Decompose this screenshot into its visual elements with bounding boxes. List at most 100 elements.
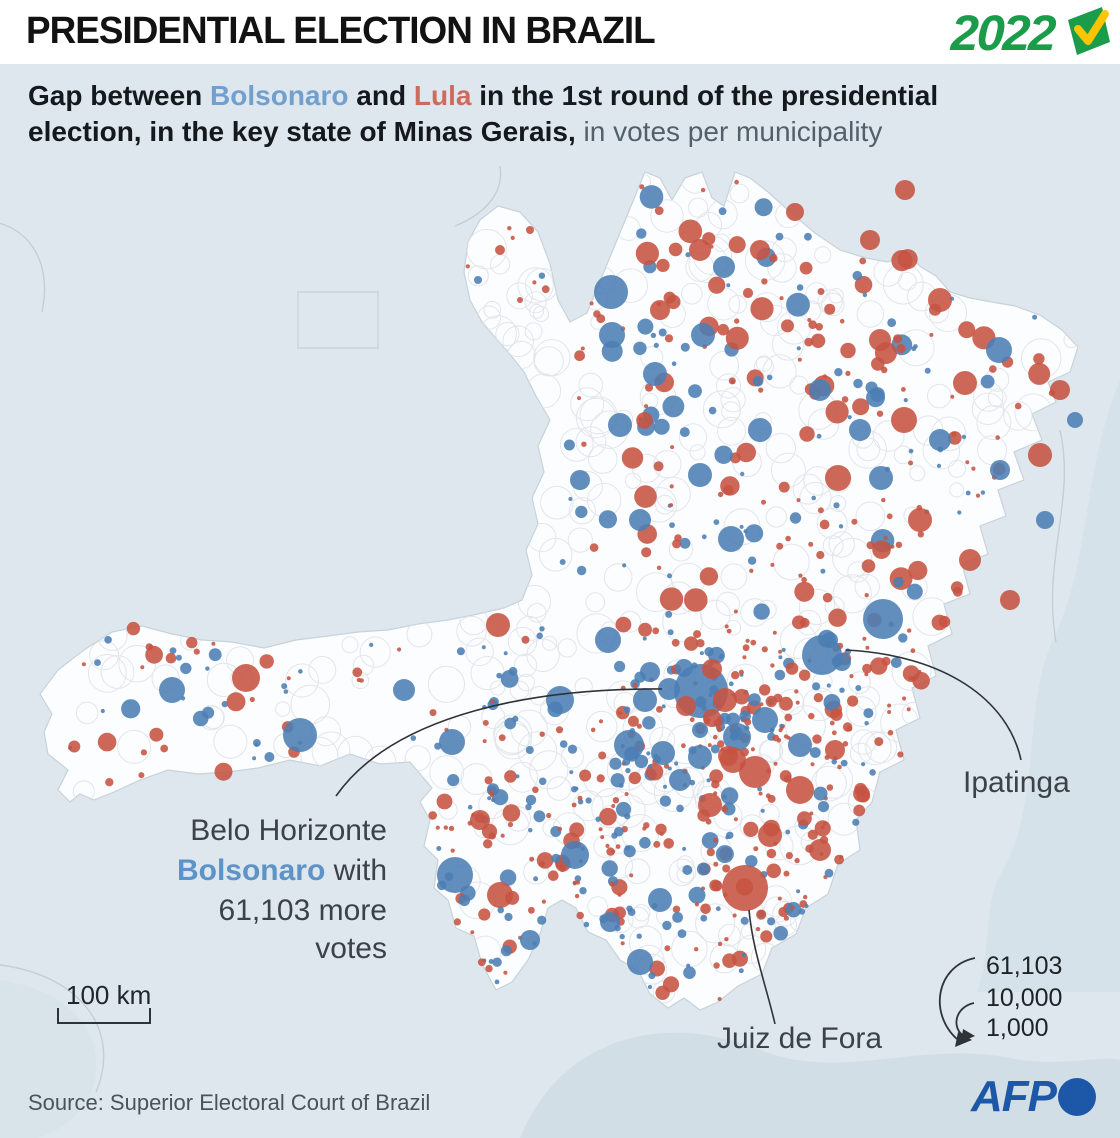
vote-gap-bubble — [720, 787, 739, 805]
municipality-border — [720, 387, 746, 413]
vote-gap-bubble — [298, 669, 303, 674]
municipality-border — [792, 473, 824, 505]
vote-gap-bubble — [214, 762, 233, 781]
vote-gap-bubble — [447, 774, 460, 787]
vote-gap-bubble — [486, 613, 510, 637]
municipality-border — [949, 482, 965, 498]
vote-gap-bubble — [833, 653, 851, 671]
vote-gap-bubble — [722, 802, 736, 816]
vote-gap-bubble — [675, 659, 693, 677]
vote-gap-bubble — [724, 937, 729, 942]
vote-gap-bubble — [642, 826, 647, 831]
vote-gap-bubble — [732, 913, 737, 918]
vote-gap-bubble — [778, 728, 783, 733]
vote-gap-bubble — [579, 887, 587, 895]
vote-gap-bubble — [568, 497, 573, 501]
vote-gap-bubble — [559, 559, 566, 565]
vote-gap-bubble — [1000, 590, 1020, 610]
vote-gap-bubble — [742, 655, 747, 660]
vote-gap-bubble — [682, 846, 687, 851]
municipality-border — [285, 663, 319, 698]
vote-gap-bubble — [700, 903, 711, 915]
municipality-border — [689, 444, 706, 461]
municipality-border — [75, 701, 99, 725]
vote-gap-bubble — [738, 669, 744, 675]
vote-gap-bubble — [283, 689, 289, 694]
vote-gap-bubble — [662, 395, 685, 418]
municipality-border — [540, 485, 574, 520]
vote-gap-bubble — [786, 292, 810, 317]
municipality-border — [517, 673, 536, 692]
vote-gap-bubble — [669, 503, 674, 508]
vote-gap-bubble — [753, 603, 770, 620]
subtitle-and: and — [348, 80, 414, 111]
vote-gap-bubble — [1067, 412, 1083, 428]
vote-gap-bubble — [641, 547, 652, 558]
vote-gap-bubble — [839, 855, 844, 860]
vote-gap-bubble — [650, 300, 670, 320]
municipality-border — [575, 426, 607, 458]
callout-line-ipatinga — [845, 649, 1022, 761]
vote-gap-bubble — [487, 882, 513, 908]
vote-gap-bubble — [852, 270, 863, 281]
vote-gap-bubble — [717, 740, 725, 748]
vote-gap-bubble — [614, 826, 624, 837]
municipality-border — [715, 591, 741, 617]
municipality-border — [799, 481, 832, 515]
municipality-border — [668, 858, 696, 886]
vote-gap-bubble — [852, 818, 860, 826]
vote-gap-bubble — [809, 839, 831, 861]
municipality-border — [427, 665, 465, 703]
vote-gap-bubble — [726, 628, 732, 634]
municipality-border — [352, 654, 375, 676]
vote-gap-bubble — [990, 460, 1010, 480]
vote-gap-bubble — [577, 396, 581, 401]
vote-gap-bubble — [593, 310, 601, 318]
subtitle-part1: Gap between — [28, 80, 211, 111]
legend-value-max: 61,103 — [986, 952, 1062, 980]
vote-gap-bubble — [627, 949, 653, 975]
vote-gap-bubble — [653, 840, 661, 848]
vote-gap-bubble — [880, 366, 888, 374]
vote-gap-bubble — [685, 252, 691, 258]
vote-gap-bubble — [664, 945, 671, 952]
vote-gap-bubble — [393, 679, 415, 701]
vote-gap-bubble — [766, 848, 777, 859]
vote-gap-bubble — [706, 848, 715, 857]
vote-gap-bubble — [488, 959, 494, 964]
vote-gap-bubble — [720, 476, 740, 496]
vote-gap-bubble — [838, 524, 844, 529]
municipality-border — [341, 636, 359, 654]
municipality-border — [971, 392, 1005, 425]
vote-gap-bubble — [839, 687, 845, 693]
vote-gap-bubble — [606, 847, 615, 856]
municipality-border — [909, 465, 926, 482]
vote-gap-bubble — [741, 952, 746, 958]
vote-gap-bubble — [750, 639, 757, 646]
vote-gap-bubble — [703, 709, 721, 727]
vote-gap-bubble — [718, 526, 744, 552]
vote-gap-bubble — [655, 985, 670, 1000]
vote-gap-bubble — [646, 751, 651, 756]
vote-gap-bubble — [863, 599, 903, 639]
vote-gap-bubble — [622, 563, 627, 568]
vote-gap-bubble — [609, 757, 622, 770]
scale-bar: 100 km — [57, 980, 151, 1024]
annotation-juiz-de-fora: Juiz de Fora — [717, 1022, 882, 1055]
vote-gap-bubble — [872, 540, 891, 559]
vote-gap-bubble — [975, 493, 981, 498]
vote-gap-bubble — [504, 770, 517, 783]
vote-gap-bubble — [623, 706, 631, 714]
vote-gap-bubble — [815, 323, 823, 331]
vote-gap-bubble — [283, 718, 317, 752]
municipality-border — [502, 325, 535, 358]
municipality-border — [559, 427, 594, 462]
vote-gap-bubble — [813, 786, 828, 801]
vote-gap-bubble — [548, 870, 559, 881]
vote-gap-bubble — [707, 743, 712, 748]
vote-gap-bubble — [777, 896, 782, 901]
vote-gap-bubble — [881, 656, 891, 666]
vote-gap-bubble — [528, 828, 533, 833]
vote-gap-bubble — [208, 648, 222, 662]
vote-gap-bubble — [715, 906, 721, 912]
